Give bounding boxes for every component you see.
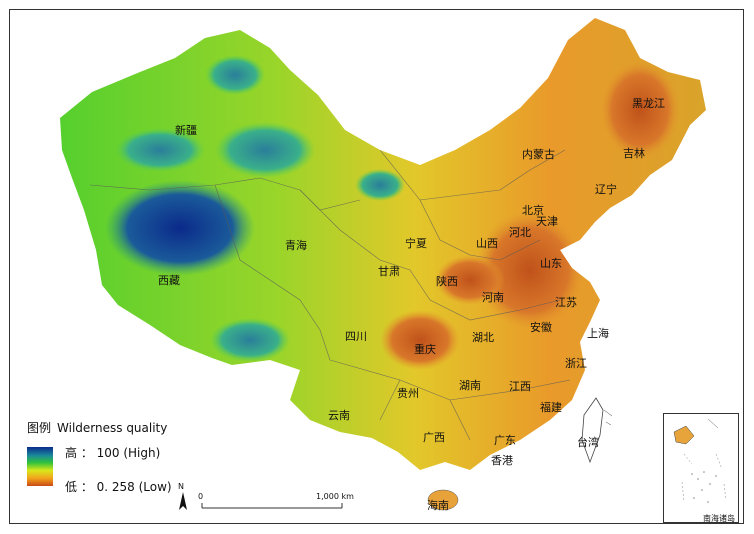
scale-start-label: 0 xyxy=(198,492,204,501)
province-label-guangdong: 广东 xyxy=(494,434,516,447)
province-label-xianggang: 香港 xyxy=(491,454,513,467)
province-label-shandong: 山东 xyxy=(540,257,562,270)
province-label-beijing: 北京 xyxy=(522,204,544,217)
province-label-qinghai: 青海 xyxy=(285,239,307,252)
province-label-jiangxi: 江西 xyxy=(509,380,531,393)
province-label-guizhou: 贵州 xyxy=(397,387,419,400)
province-label-yunnan: 云南 xyxy=(328,409,350,422)
south-china-sea-inset xyxy=(663,413,739,523)
inset-map xyxy=(673,418,727,503)
province-label-taiwan: 台湾 xyxy=(577,436,599,449)
province-label-shaanxi: 陕西 xyxy=(436,275,458,288)
province-label-hebei: 河北 xyxy=(509,226,531,239)
province-label-chongqing: 重庆 xyxy=(414,343,436,356)
scale-end-label: 1,000 km xyxy=(316,492,354,501)
province-label-neimenggu: 内蒙古 xyxy=(522,148,555,161)
province-label-ningxia: 宁夏 xyxy=(405,237,427,250)
province-label-hubei: 湖北 xyxy=(472,331,494,344)
province-label-zhejiang: 浙江 xyxy=(565,357,587,370)
province-label-guangxi: 广西 xyxy=(423,431,445,444)
province-label-hunan: 湖南 xyxy=(459,379,481,392)
province-label-liaoning: 辽宁 xyxy=(595,183,617,196)
province-label-henan: 河南 xyxy=(482,291,504,304)
inset-label: 南海诸岛 xyxy=(703,514,735,523)
province-label-jilin: 吉林 xyxy=(623,147,645,160)
hainan-island xyxy=(427,489,459,511)
north-label: N xyxy=(178,482,184,491)
taiwan-island xyxy=(581,397,604,464)
province-label-shanxi: 山西 xyxy=(476,237,498,250)
province-label-tianjin: 天津 xyxy=(536,215,558,228)
north-arrow-icon xyxy=(179,492,187,510)
legend-color-ramp xyxy=(27,447,53,486)
province-label-xizang: 西藏 xyxy=(158,274,180,287)
province-label-xinjiang: 新疆 xyxy=(175,124,197,137)
province-label-anhui: 安徽 xyxy=(530,321,552,334)
legend-high-label: 高 ： 100 (High) xyxy=(65,446,161,460)
legend-low-label: 低 ： 0. 258 (Low) xyxy=(65,480,172,494)
scale-bar xyxy=(201,503,343,509)
province-label-fujian: 福建 xyxy=(540,401,562,414)
province-label-shanghai: 上海 xyxy=(587,327,609,340)
province-label-hainan: 海南 xyxy=(427,499,449,512)
province-label-jiangsu: 江苏 xyxy=(555,296,577,309)
province-label-heilongjiang: 黑龙江 xyxy=(632,97,665,110)
province-label-sichuan: 四川 xyxy=(345,330,367,343)
province-label-gansu: 甘肃 xyxy=(378,265,400,278)
legend-title: 图例 Wilderness quality xyxy=(27,419,173,436)
legend-title-cn: 图例 xyxy=(27,421,52,435)
legend-title-en: Wilderness quality xyxy=(57,421,168,435)
